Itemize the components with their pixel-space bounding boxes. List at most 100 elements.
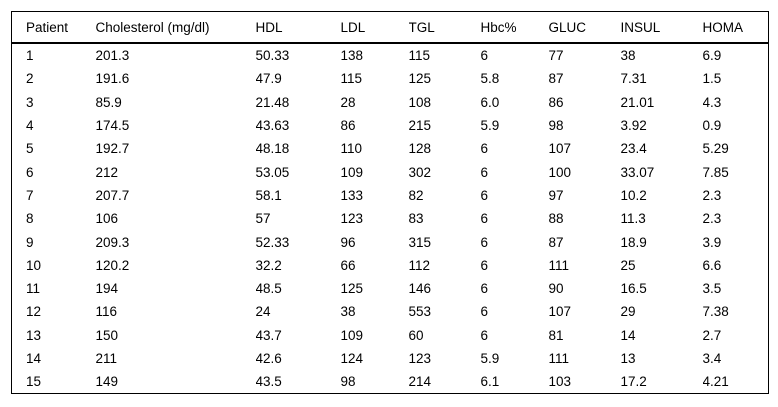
table-cell: 7.31 (620, 71, 647, 87)
table-cell: 15 (26, 374, 42, 390)
table-cell: 4.21 (702, 374, 729, 390)
table-cell: 5 (26, 141, 34, 157)
table-cell: 16.5 (620, 281, 647, 297)
table-cell: 214 (408, 374, 432, 390)
table-cell: 58.1 (255, 187, 282, 203)
table-cell: 83 (408, 211, 424, 227)
table-cell: 21.01 (620, 94, 655, 110)
table-cell: 207.7 (95, 187, 130, 203)
table-cell: 0.9 (702, 118, 722, 134)
table-row: 2 191.6 47.9 115 125 5.8 87 7.31 1.5 (12, 67, 769, 90)
table-cell: 9 (26, 234, 34, 250)
table-cell: 124 (340, 351, 364, 366)
table-row: 4 174.5 43.63 86 215 5.9 98 3.92 0.9 (12, 114, 769, 137)
table-cell: 133 (340, 187, 364, 203)
table-row: 10 120.2 32.2 66 112 6 111 25 6.6 (12, 254, 769, 277)
table-cell: 6 (480, 281, 489, 297)
table-cell: 2.3 (702, 211, 722, 227)
column-header: Cholesterol (mg/dl) (95, 11, 256, 44)
table-row: 6 212 53.05 109 302 6 100 33.07 7.85 (12, 160, 769, 183)
table-cell: 5.9 (480, 351, 500, 366)
column-header: LDL (340, 11, 409, 44)
column-header: TGL (408, 11, 481, 44)
table-cell: 110 (340, 141, 363, 157)
table-cell: 6 (480, 141, 489, 157)
table-cell: 13 (620, 351, 636, 366)
table-cell: 212 (95, 164, 119, 180)
table-cell: 38 (620, 48, 636, 64)
table-row: 8 106 57 123 83 6 88 11.3 2.3 (12, 207, 769, 230)
table-cell: 5.29 (702, 141, 729, 157)
table-cell: 107 (548, 304, 572, 320)
table-cell: 81 (548, 327, 564, 343)
table-cell: 88 (548, 211, 564, 227)
table-cell: 87 (548, 71, 564, 87)
table-cell: 87 (548, 234, 564, 250)
table-cell: 10 (26, 257, 42, 273)
table-cell: 50.33 (255, 48, 290, 64)
table-row: 3 85.9 21.48 28 108 6.0 86 21.01 4.3 (12, 91, 769, 114)
table-cell: 48.5 (255, 281, 282, 297)
table-cell: 116 (95, 304, 118, 320)
table-cell: 14 (620, 327, 636, 343)
table-cell: 211 (95, 351, 118, 366)
table-cell: 6 (480, 48, 489, 64)
table-cell: 3 (26, 94, 34, 110)
table-row: 7 207.7 58.1 133 82 6 97 10.2 2.3 (12, 184, 769, 207)
table-cell: 100 (548, 164, 572, 180)
table-cell: 109 (340, 327, 364, 343)
column-header: GLUC (548, 11, 621, 44)
table-cell: 53.05 (255, 164, 290, 180)
table-cell: 43.7 (255, 327, 282, 343)
table-row: 11 194 48.5 125 146 6 90 16.5 3.5 (12, 277, 769, 300)
column-header: INSUL (620, 11, 703, 44)
table-cell: 86 (340, 118, 356, 134)
table-cell: 115 (408, 48, 431, 64)
table-cell: 24 (255, 304, 271, 320)
table-cell: 111 (548, 351, 570, 366)
table-cell: 6.0 (480, 94, 500, 110)
table-cell: 2.7 (702, 327, 722, 343)
table-cell: 10.2 (620, 187, 647, 203)
table-row: 15 149 43.5 98 214 6.1 103 17.2 4.21 (12, 370, 769, 394)
table-cell: 1.5 (702, 71, 722, 87)
table-cell: 8 (26, 211, 34, 227)
table-row: 9 209.3 52.33 96 315 6 87 18.9 3.9 (12, 230, 769, 253)
table-cell: 21.48 (255, 94, 290, 110)
header-row: Patient Cholesterol (mg/dl) HDL LDL TGL Hbc% G… (11, 11, 769, 44)
table-cell: 125 (340, 281, 364, 297)
table-cell: 128 (408, 141, 432, 157)
table-cell: 215 (408, 118, 432, 134)
table-cell: 82 (408, 187, 424, 203)
table-cell: 28 (340, 94, 356, 110)
table-cell: 192.7 (95, 141, 130, 157)
table-cell: 6.9 (702, 48, 722, 64)
table-cell: 42.6 (255, 351, 282, 366)
table-cell: 315 (408, 234, 432, 250)
table-cell: 77 (548, 48, 564, 64)
table-cell: 5.8 (480, 71, 500, 87)
table-cell: 4 (26, 118, 34, 134)
table-cell: 18.9 (620, 234, 647, 250)
table-cell: 103 (548, 374, 572, 390)
table-cell: 106 (95, 211, 119, 227)
table-cell: 23.4 (620, 141, 647, 157)
column-header: HDL (255, 11, 341, 44)
table-cell: 1 (26, 48, 34, 64)
table-cell: 48.18 (255, 141, 290, 157)
table-cell: 6.6 (702, 257, 722, 273)
table-cell: 7.85 (702, 164, 729, 180)
table-cell: 2.3 (702, 187, 722, 203)
table-cell: 12 (26, 304, 42, 320)
table-cell: 146 (408, 281, 432, 297)
table-cell: 32.2 (255, 257, 282, 273)
table-cell: 194 (95, 281, 119, 297)
table-cell: 191.6 (95, 71, 130, 87)
table-cell: 33.07 (620, 164, 655, 180)
table-cell: 38 (340, 304, 356, 320)
table-cell: 123 (340, 211, 364, 227)
table-cell: 96 (340, 234, 356, 250)
table-cell: 11 (26, 281, 41, 297)
table-cell: 43.63 (255, 118, 290, 134)
table-cell: 7 (26, 187, 34, 203)
